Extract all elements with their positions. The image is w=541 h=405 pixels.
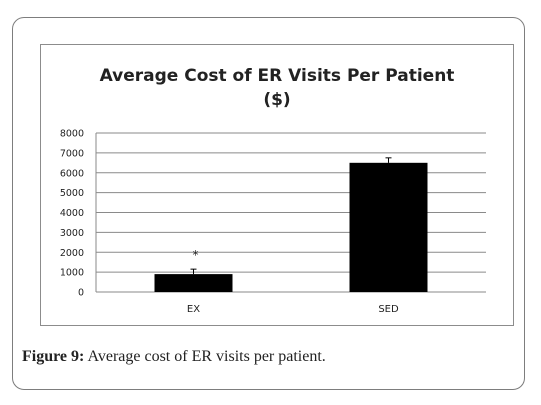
y-tick-label: 8000 [60, 129, 84, 140]
figure-caption: Figure 9: Average cost of ER visits per … [22, 348, 326, 366]
chart-title-line2: ($) [263, 90, 291, 110]
chart-title: Average Cost of ER Visits Per Patient ($… [40, 64, 514, 112]
y-tick-label: 5000 [60, 188, 84, 199]
caption-text: Average cost of ER visits per patient. [84, 348, 326, 365]
x-tick-label: SED [378, 304, 399, 315]
significance-annotation: * [193, 248, 199, 262]
y-tick-label: 0 [78, 288, 84, 299]
y-tick-label: 2000 [60, 248, 84, 259]
y-tick-label: 3000 [60, 228, 84, 239]
bar-sed [349, 162, 428, 292]
y-tick-label: 6000 [60, 168, 84, 179]
y-tick-label: 7000 [60, 148, 84, 159]
x-tick-label: EX [187, 304, 200, 315]
chart-title-line1: Average Cost of ER Visits Per Patient [99, 66, 455, 86]
y-tick-label: 1000 [60, 268, 84, 279]
chart-area [40, 44, 514, 326]
caption-label: Figure 9: [22, 348, 85, 365]
bar-ex [154, 274, 233, 292]
y-tick-label: 4000 [60, 208, 84, 219]
